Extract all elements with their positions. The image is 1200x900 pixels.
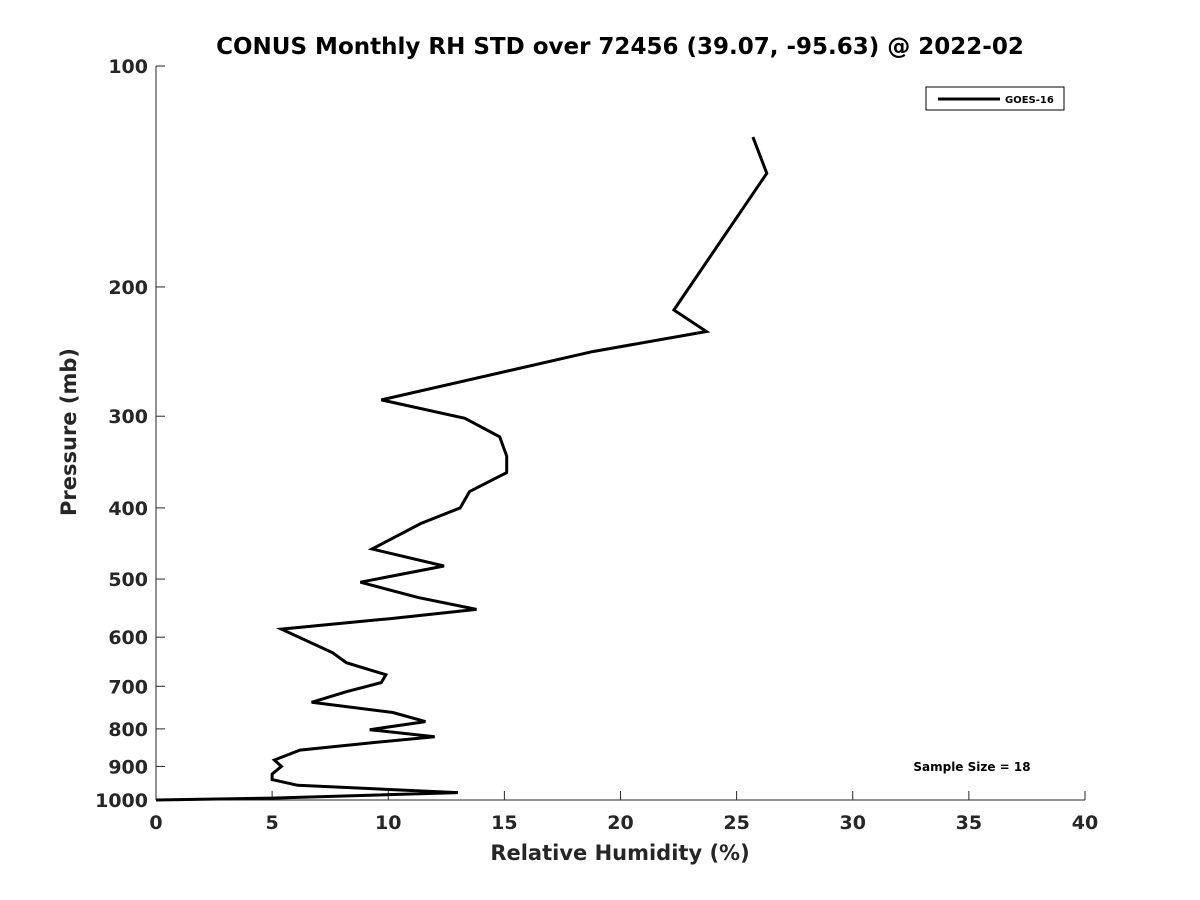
y-tick-label: 500 bbox=[108, 569, 148, 591]
x-tick-label: 40 bbox=[1072, 812, 1098, 834]
x-tick-label: 25 bbox=[723, 812, 749, 834]
y-axis: 100 200 300 400 500 600 700 800 900 1000 bbox=[95, 56, 165, 812]
series-line-goes-16 bbox=[155, 136, 769, 802]
series-layer bbox=[155, 136, 769, 802]
x-tick-label: 35 bbox=[956, 812, 982, 834]
x-tick-label: 5 bbox=[266, 812, 279, 834]
x-tick-label: 10 bbox=[375, 812, 401, 834]
y-tick-label: 400 bbox=[108, 498, 148, 520]
y-tick-label: 200 bbox=[108, 277, 148, 299]
y-tick-label: 600 bbox=[108, 627, 148, 649]
x-tick-label: 15 bbox=[491, 812, 517, 834]
x-tick-label: 20 bbox=[607, 812, 633, 834]
plot-area bbox=[155, 66, 1085, 801]
x-tick-label: 0 bbox=[149, 812, 162, 834]
y-tick-label: 700 bbox=[108, 676, 148, 698]
y-axis-title: Pressure (mb) bbox=[57, 348, 81, 516]
y-tick-label: 800 bbox=[108, 719, 148, 741]
y-tick-label: 100 bbox=[108, 56, 148, 78]
x-axis-title: Relative Humidity (%) bbox=[490, 841, 749, 865]
y-tick-label: 300 bbox=[108, 406, 148, 428]
x-tick-label: 30 bbox=[840, 812, 866, 834]
chart-title: CONUS Monthly RH STD over 72456 (39.07, … bbox=[216, 34, 1024, 60]
legend-label-goes-16: GOES-16 bbox=[1005, 95, 1054, 106]
y-tick-label: 900 bbox=[108, 756, 148, 778]
legend: GOES-16 bbox=[925, 86, 1065, 111]
sample-size-annotation: Sample Size = 18 bbox=[913, 760, 1030, 774]
y-tick-label: 1000 bbox=[95, 790, 148, 812]
x-axis: 0 5 10 15 20 25 30 35 40 bbox=[149, 791, 1098, 834]
